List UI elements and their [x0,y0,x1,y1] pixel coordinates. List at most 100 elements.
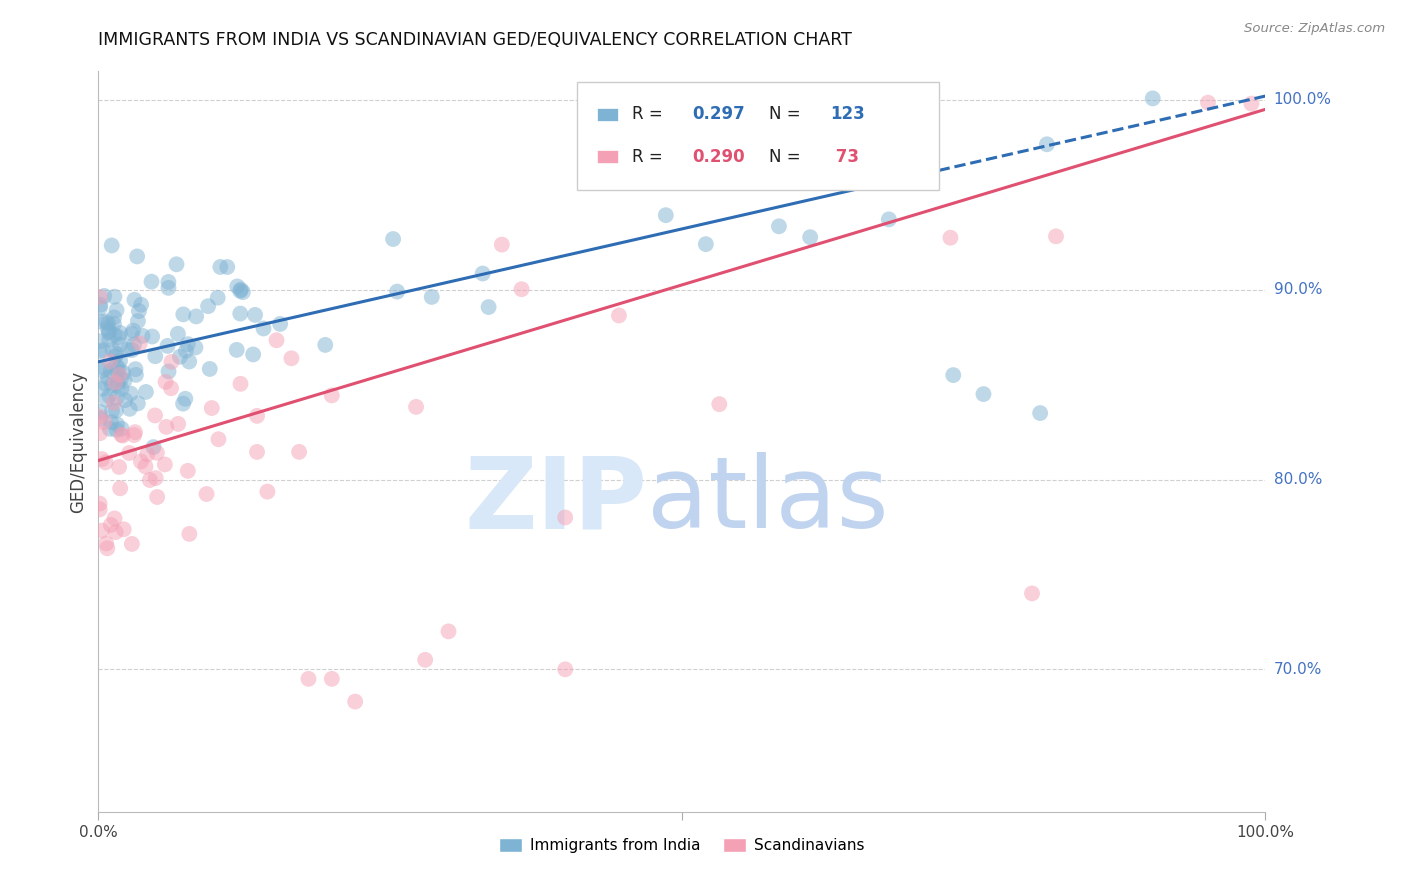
Text: IMMIGRANTS FROM INDIA VS SCANDINAVIAN GED/EQUIVALENCY CORRELATION CHART: IMMIGRANTS FROM INDIA VS SCANDINAVIAN GE… [98,31,852,49]
Point [105,403,128,417]
Point [94,455,117,469]
Point [382,232,405,246]
Point [94,314,117,328]
FancyBboxPatch shape [596,150,617,163]
Point [1240,96,1263,111]
Text: 123: 123 [830,105,865,123]
Point [100,415,122,429]
Point [207,432,229,446]
Point [1142,91,1164,105]
Point [97,317,120,331]
Point [172,397,194,411]
Point [478,300,501,314]
Point [118,446,141,460]
Text: 80.0%: 80.0% [1274,472,1322,487]
Point [145,471,167,485]
Point [101,404,124,418]
Point [103,317,125,331]
Point [96,536,118,550]
Point [229,376,252,391]
Point [103,290,125,304]
Point [108,337,131,351]
Point [510,282,533,296]
Point [100,364,122,378]
Text: R =: R = [631,105,668,123]
Point [104,376,127,390]
Point [104,327,127,342]
Point [110,372,132,386]
Point [146,490,169,504]
Point [91,382,114,396]
Point [695,237,717,252]
Point [114,393,136,408]
Point [103,511,125,525]
Point [155,420,177,434]
Text: 70.0%: 70.0% [1274,662,1322,677]
Point [110,427,132,442]
Point [91,343,114,357]
Point [939,230,962,244]
Text: 100.0%: 100.0% [1274,93,1331,107]
Point [134,459,156,474]
Point [554,510,576,524]
Point [655,208,678,222]
Text: N =: N = [769,147,806,166]
Point [121,326,143,341]
Point [98,324,121,338]
FancyBboxPatch shape [576,82,939,190]
Point [110,422,132,436]
Point [103,310,125,325]
Point [93,289,115,303]
Point [405,400,427,414]
Point [830,170,852,185]
Point [107,376,129,390]
Point [157,281,180,295]
Point [491,237,513,252]
Point [97,371,120,385]
Point [142,440,165,454]
Point [114,373,136,387]
Point [108,353,131,368]
Point [246,409,269,423]
Point [100,238,122,252]
Text: Source: ZipAtlas.com: Source: ZipAtlas.com [1244,22,1385,36]
Point [105,347,128,361]
Point [101,343,124,357]
Point [139,473,162,487]
Point [243,308,266,322]
Point [413,653,436,667]
Point [1045,229,1067,244]
Point [554,662,576,676]
Point [177,464,200,478]
Point [121,537,143,551]
Point [90,452,112,467]
Point [174,392,197,406]
Text: atlas: atlas [647,452,889,549]
Point [108,368,131,382]
Point [107,361,129,376]
Point [195,487,218,501]
Text: 90.0%: 90.0% [1274,282,1322,297]
Point [98,333,121,347]
Point [141,329,163,343]
Point [103,396,125,410]
Text: 73: 73 [830,147,859,166]
Point [120,386,142,401]
Point [232,285,254,299]
Point [98,389,121,403]
Point [108,481,131,495]
Point [225,343,247,357]
Point [105,364,128,378]
Point [160,381,183,395]
Point [197,299,219,313]
Point [156,339,179,353]
Point [266,333,288,347]
Point [127,314,149,328]
Point [420,290,443,304]
Point [89,426,111,441]
Point [90,334,112,348]
Point [118,401,141,416]
Point [104,350,127,364]
Point [179,354,201,368]
Point [252,321,274,335]
